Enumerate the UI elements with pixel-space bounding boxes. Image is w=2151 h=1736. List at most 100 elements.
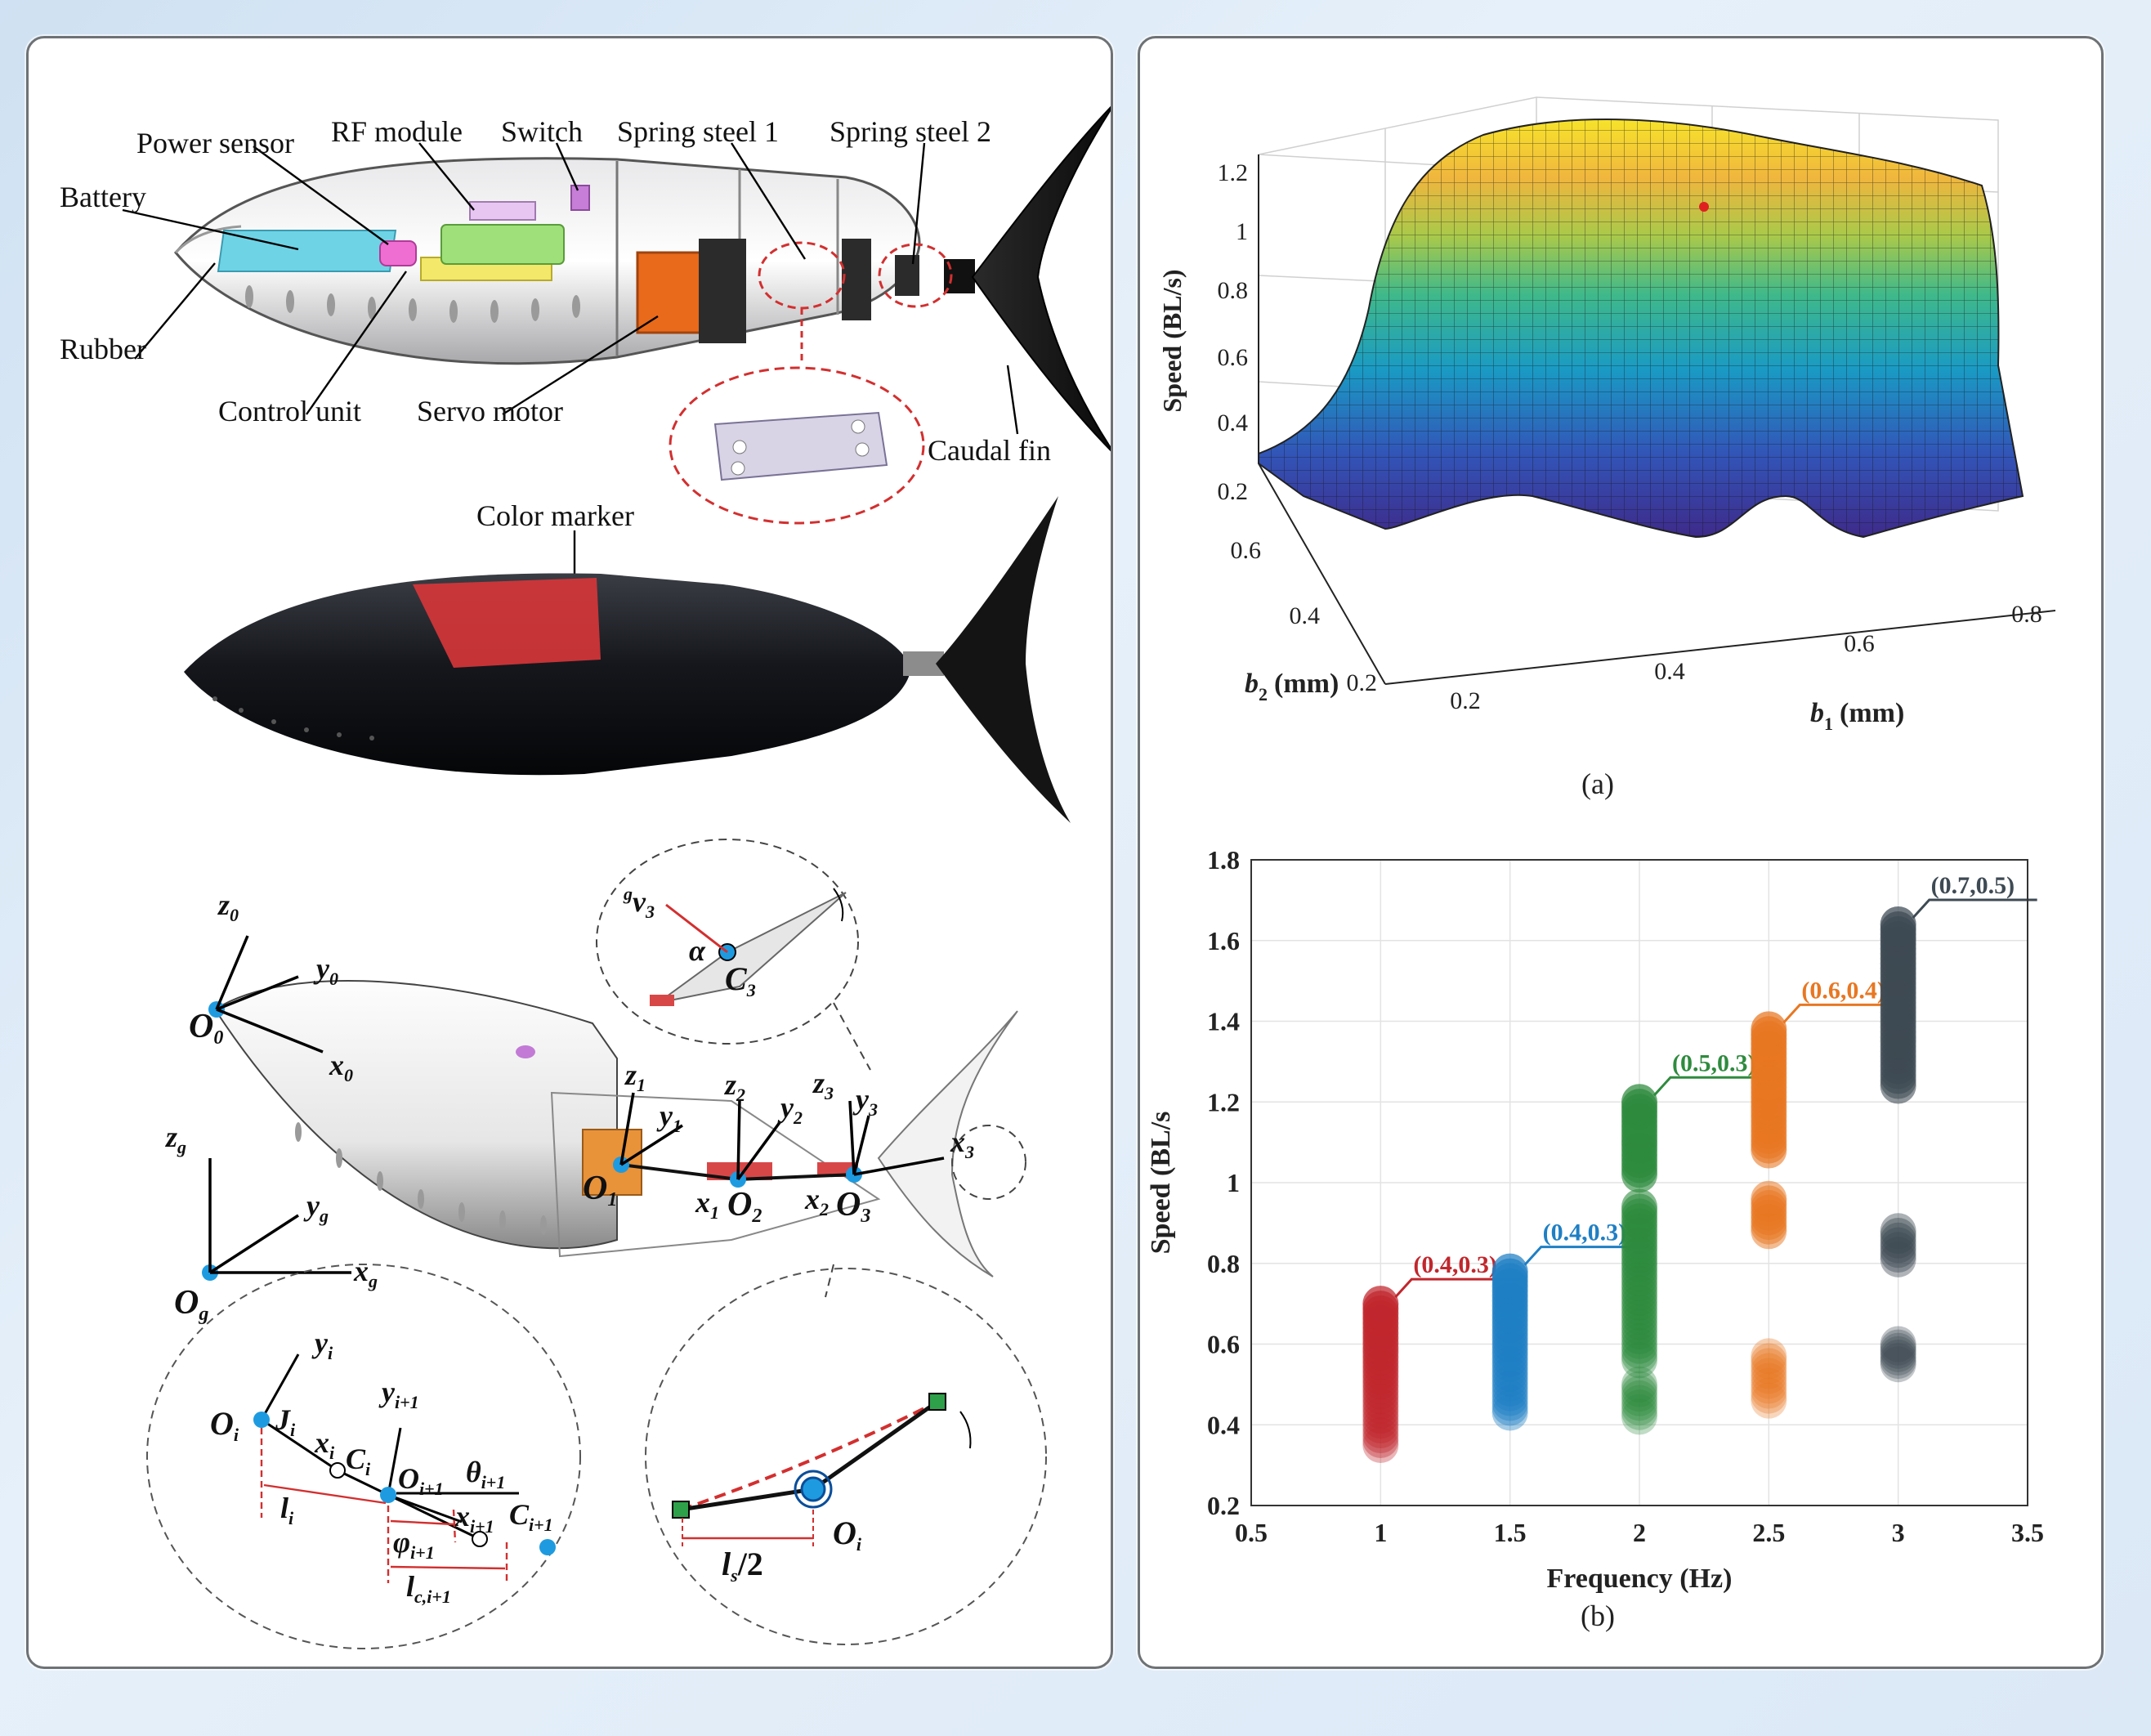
y-tick-label: 0.6	[1207, 1330, 1240, 1359]
data-point	[1621, 1366, 1657, 1403]
data-point	[1621, 1313, 1657, 1350]
label-switch: Switch	[501, 115, 583, 148]
data-point	[1880, 1339, 1916, 1376]
y-tick-label: 1.2	[1207, 1087, 1240, 1116]
left-figure-panel: Power sensor RF module Switch Spring ste…	[26, 36, 1116, 1669]
label-xi: xi	[314, 1426, 335, 1463]
surface-b1-tick: 0.8	[2011, 601, 2042, 628]
data-point	[1621, 1380, 1657, 1416]
data-point	[1362, 1398, 1399, 1434]
label-spring-steel-1: Spring steel 1	[617, 115, 779, 148]
label-x0: x0	[329, 1049, 353, 1085]
x-tick-label: 0.5	[1235, 1518, 1268, 1547]
data-point	[1621, 1299, 1657, 1336]
data-point	[1880, 1346, 1916, 1383]
annotation-leader	[1394, 1277, 1520, 1299]
annotation-leader	[1652, 1076, 1778, 1097]
data-point	[1751, 1343, 1787, 1380]
data-point	[1362, 1403, 1399, 1439]
series-label: (0.7,0.5)	[1931, 872, 2015, 899]
surface-z-tick: 1.2	[1218, 159, 1249, 186]
surface-z-tick: 0.2	[1218, 478, 1249, 505]
series-3: (0.6,0.4)	[1751, 977, 1908, 1419]
data-point	[1751, 1382, 1787, 1419]
results-figures: 1.2 1 0.8 0.6 0.4 0.2 Speed (BL/s) 0.6 0…	[1146, 96, 2056, 1632]
data-point	[1880, 1332, 1916, 1369]
label-z2: z2	[723, 1068, 745, 1105]
y-tick-label: 0.2	[1207, 1491, 1240, 1520]
data-point	[1621, 1284, 1657, 1321]
label-color-marker: Color marker	[476, 499, 634, 532]
data-point	[1880, 1329, 1916, 1366]
data-point	[1362, 1412, 1399, 1449]
data-point	[1880, 1227, 1916, 1264]
data-point	[1880, 906, 1916, 942]
label-x1: x1	[695, 1186, 719, 1223]
data-point	[1621, 1389, 1657, 1426]
data-point	[1491, 1385, 1528, 1421]
data-point	[1880, 1213, 1916, 1250]
data-point	[1491, 1380, 1528, 1416]
label-yi1: yi+1	[378, 1376, 419, 1412]
label-o0: O0	[189, 1008, 223, 1049]
surface-plot	[1258, 96, 2056, 685]
series-4: (0.7,0.5)	[1880, 872, 2037, 1383]
label-rf-module: RF module	[331, 115, 463, 148]
label-x3: x3	[950, 1125, 974, 1162]
right-figure-panel: 1.2 1 0.8 0.6 0.4 0.2 Speed (BL/s) 0.6 0…	[1138, 36, 2104, 1669]
series-label: (0.4,0.3)	[1543, 1219, 1626, 1246]
label-o2: O2	[727, 1186, 762, 1227]
chart-ticks: 0.5 1 1.5 2 2.5 3 3.5 0.2 0.4 0.6 0.8 1 1.2 1.4 1.6 1.8	[1207, 845, 2044, 1547]
surface-b2-tick: 0.4	[1290, 602, 1321, 629]
data-point	[1751, 1011, 1787, 1048]
data-point	[1621, 1342, 1657, 1379]
robotic-fish-illustration: Power sensor RF module Switch Spring ste…	[60, 101, 1116, 1649]
data-point	[1751, 1367, 1787, 1404]
y-tick-label: 1.4	[1207, 1007, 1240, 1036]
data-point	[1621, 1318, 1657, 1354]
label-z3: z3	[812, 1067, 834, 1103]
label-z1: z1	[624, 1058, 646, 1095]
y-tick-label: 1	[1227, 1168, 1240, 1197]
data-point	[1621, 1332, 1657, 1369]
y-tick-label: 0.4	[1207, 1410, 1240, 1439]
series-label: (0.6,0.4)	[1801, 977, 1885, 1004]
data-point	[1621, 1304, 1657, 1340]
label-power-sensor: Power sensor	[136, 127, 294, 159]
data-point	[1751, 1353, 1787, 1389]
label-ls-half: ls/2	[722, 1546, 763, 1586]
data-point	[1751, 1377, 1787, 1414]
data-point	[1491, 1253, 1528, 1290]
label-og: Og	[174, 1284, 208, 1325]
frequency-speed-chart: (0.4,0.3) (0.4,0.3) (0.5,0.3) (0.6,0.4) (0.7…	[1146, 845, 2044, 1632]
surface-z-tick: 0.6	[1218, 344, 1249, 371]
data-point	[1621, 1337, 1657, 1374]
label-yi: yi	[311, 1327, 333, 1363]
label-spring-oi: Oi	[833, 1515, 862, 1555]
label-x2: x2	[804, 1183, 829, 1219]
data-point	[1751, 1358, 1787, 1394]
chart-frame	[1250, 859, 2028, 1506]
label-o3: O3	[836, 1186, 870, 1227]
surface-z-tick: 0.4	[1218, 409, 1249, 436]
data-point	[1362, 1426, 1399, 1463]
surface-z-label: Speed (BL/s)	[1157, 269, 1187, 412]
surface-b1-label: b1 (mm)	[1810, 698, 1904, 734]
series-2: (0.5,0.3)	[1621, 1049, 1778, 1435]
data-point	[1621, 1294, 1657, 1331]
label-gv3: gv3	[623, 884, 655, 922]
x-tick-label: 1	[1374, 1518, 1387, 1547]
data-point	[1621, 1376, 1657, 1412]
data-point	[1621, 1188, 1657, 1225]
label-caudal-fin: Caudal fin	[928, 434, 1051, 467]
label-xi1: xi+1	[454, 1500, 494, 1537]
data-point	[1880, 1218, 1916, 1255]
surface-axis-labels: 1.2 1 0.8 0.6 0.4 0.2 Speed (BL/s) 0.6 0…	[1157, 159, 2042, 800]
annotation-leader	[1523, 1246, 1649, 1266]
y-tick-label: 0.8	[1207, 1249, 1240, 1278]
data-point	[1362, 1286, 1399, 1322]
label-y1: y1	[656, 1099, 682, 1136]
label-phi: φi+1	[393, 1526, 435, 1563]
label-c3: C3	[725, 960, 756, 1000]
data-point	[1751, 1372, 1787, 1409]
